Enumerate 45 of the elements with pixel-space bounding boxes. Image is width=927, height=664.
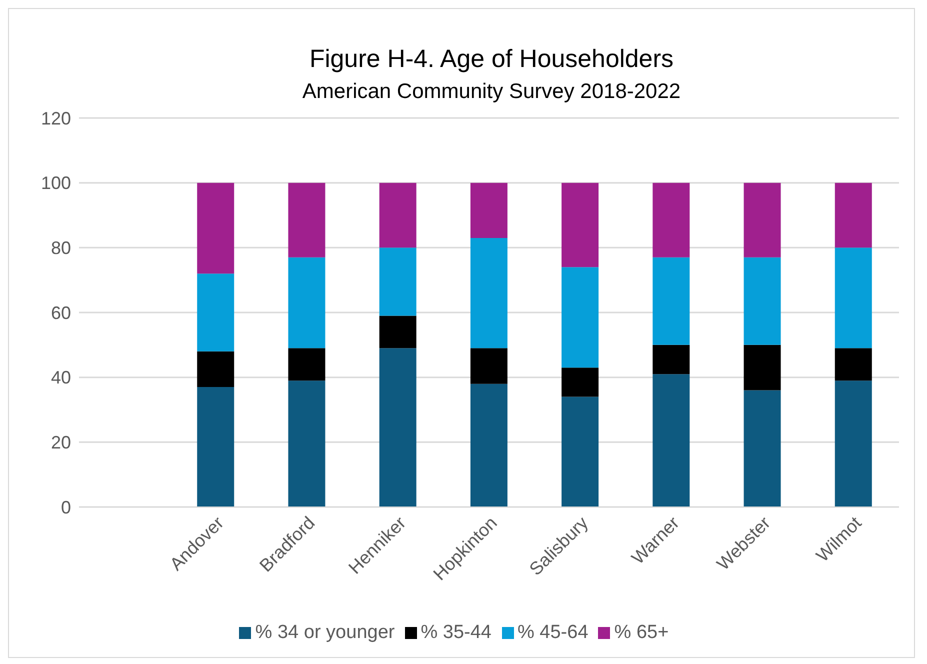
legend-label: % 65+ [614,622,669,643]
bar [744,390,781,507]
bar [562,396,599,507]
bar [744,257,781,345]
y-tick-label: 80 [50,238,71,258]
bar [652,344,690,374]
legend-label: % 45-64 [518,622,588,643]
legend-label: % 34 or younger [255,622,395,643]
bar [470,384,508,507]
bar [562,267,599,368]
bar [470,238,508,348]
bar [652,257,690,345]
bar [379,316,416,348]
y-tick-label: 60 [50,302,71,323]
bar [197,182,234,274]
bar [197,387,234,507]
chart-title: Figure H-4. Age of Householders [308,45,675,74]
bar [744,182,781,258]
bar [562,182,599,268]
bar [744,344,781,390]
bar [379,348,416,507]
y-tick-label: 100 [40,173,71,194]
bar [834,248,872,348]
bar [379,248,416,316]
bar [834,348,872,381]
bar [562,368,599,397]
y-tick-label: 20 [50,432,71,453]
bar [834,380,872,507]
bar [288,380,326,507]
bar [470,348,508,384]
bar [470,182,508,238]
y-tick-label: 120 [40,108,71,128]
bar [197,274,234,352]
bar [834,182,872,248]
bar [652,182,690,258]
bar [379,182,416,248]
bar [652,374,690,507]
y-tick-label: 0 [60,497,71,518]
chart-subtitle: American Community Survey 2018-2022 [301,80,682,104]
y-tick-label: 40 [50,368,71,388]
bar [197,351,234,388]
legend-label: % 35-44 [420,622,492,643]
bar [288,257,326,348]
bar [288,182,326,258]
bar [288,348,326,381]
